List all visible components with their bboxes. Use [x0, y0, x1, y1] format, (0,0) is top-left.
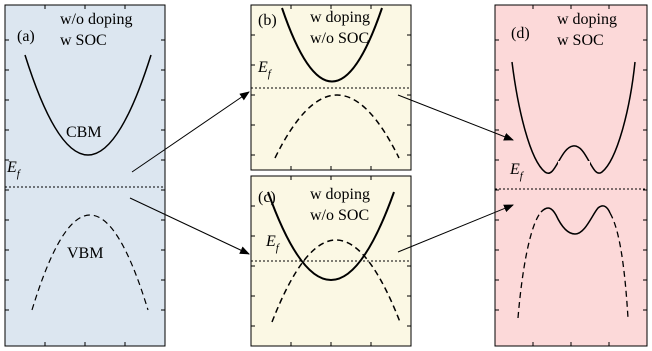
panel-c-condition-2: w/o SOC: [310, 207, 369, 224]
panel-c-conduction-band: [267, 191, 395, 281]
panel-a-cbm-label: CBM: [66, 124, 102, 141]
arrow-b-to-d: [397, 94, 514, 141]
panel-d-frame: [494, 4, 648, 347]
panel-a-cbm-band: [24, 54, 152, 156]
arrow-a-to-c: [129, 197, 250, 255]
panel-d-conduction-band: [511, 61, 636, 175]
panel-a-condition-1: w/o doping: [60, 11, 132, 28]
arrow-a-to-b: [131, 91, 250, 173]
panel-d-letter: (d): [511, 25, 530, 42]
panel-d-condition-1: w doping: [557, 11, 617, 28]
panel-d-valence-band-left-dashed: [517, 211, 542, 319]
arrow-c-to-d: [397, 204, 514, 253]
panel-a-vbm-label: VBM: [67, 245, 103, 262]
panel-b-condition-1: w doping: [310, 9, 370, 26]
panel-b-condition-2: w/o SOC: [310, 30, 369, 47]
panel-c: (c) w doping w/o SOC Ef: [250, 175, 412, 347]
panel-d-ticks: [495, 5, 647, 346]
panel-c-condition-1: w doping: [310, 186, 370, 203]
panel-d-fermi-label: Ef: [509, 161, 525, 182]
panel-c-ticks: [251, 176, 411, 346]
panel-a: (a) w/o doping w SOC CBM Ef VBM: [4, 4, 166, 347]
panel-b-valence-band: [274, 94, 400, 159]
panel-b: (b) w doping w/o SOC Ef: [250, 4, 412, 171]
panel-d-condition-2: w SOC: [557, 32, 604, 49]
panel-a-ticks: [5, 5, 165, 346]
panel-a-frame: [4, 4, 166, 347]
panel-b-conduction-band: [281, 7, 383, 83]
panel-a-condition-2: w SOC: [60, 32, 107, 49]
panel-c-fermi-label: Ef: [265, 233, 281, 254]
panel-b-fermi-label: Ef: [257, 59, 273, 80]
panel-b-letter: (b): [258, 12, 277, 29]
panel-d-valence-band-solid: [540, 205, 611, 235]
panel-d: (d) w doping w SOC Ef: [494, 4, 648, 347]
panel-b-ticks: [251, 5, 411, 170]
panel-a-fermi-label: Ef: [6, 159, 22, 180]
transition-arrows: [129, 91, 514, 255]
panel-d-valence-band-right-dashed: [609, 212, 629, 319]
panel-a-vbm-band: [31, 214, 149, 311]
panel-a-letter: (a): [17, 28, 35, 45]
